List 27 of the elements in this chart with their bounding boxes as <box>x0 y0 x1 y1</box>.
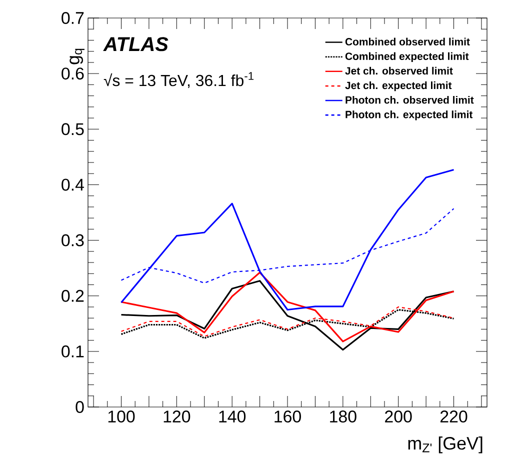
y-tick-label: 0.3 <box>62 234 84 246</box>
legend-label: Jet ch. expected limit <box>345 81 452 92</box>
y-axis-title: g$_{q}$ <box>70 48 84 64</box>
x-tick-label: 120 <box>164 410 190 423</box>
line-series <box>120 272 455 342</box>
annotation: ATLAS <box>103 37 168 52</box>
x-axis-title: m$_{Z'}$ [GeV] <box>408 436 482 454</box>
y-tick-label: 0.7 <box>62 12 84 24</box>
legend-label: Combined expected limit <box>345 52 469 62</box>
y-tick-label: 0.5 <box>62 123 84 136</box>
y-tick-label: 0.1 <box>62 345 84 358</box>
y-tick-label: 0.4 <box>62 178 84 191</box>
x-tick-label: 160 <box>274 410 301 423</box>
annotation: √s = 13 TeV, 36.1 fb$^{-1}$ <box>104 72 254 88</box>
x-tick-label: 100 <box>108 410 135 423</box>
y-tick-label: 0 <box>76 401 84 413</box>
line-series <box>120 168 455 311</box>
x-tick-label: 200 <box>385 410 412 423</box>
x-tick-label: 180 <box>330 410 356 423</box>
legend-label: Combined observed limit <box>345 38 470 46</box>
x-tick-label: 220 <box>440 410 468 423</box>
legend-label: Photon ch. observed limit <box>346 96 474 104</box>
x-tick-label: 140 <box>219 410 246 423</box>
y-tick-label: 0.2 <box>62 290 84 302</box>
legend-label: Photon ch. expected limit <box>346 110 473 120</box>
legend-label: Jet ch. observed limit <box>345 66 453 75</box>
y-tick-label: 0.6 <box>62 68 84 80</box>
